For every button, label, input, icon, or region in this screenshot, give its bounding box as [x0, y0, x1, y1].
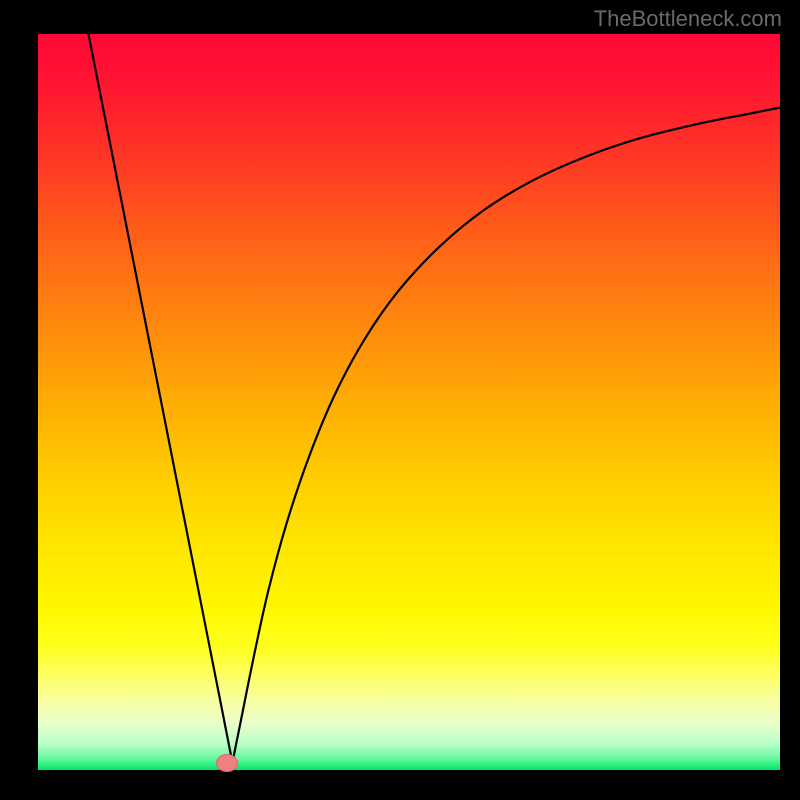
plot-area: [38, 34, 780, 770]
minimum-marker: [216, 754, 238, 772]
chart-container: TheBottleneck.com: [0, 0, 800, 800]
bottleneck-curve: [88, 34, 780, 763]
watermark-text: TheBottleneck.com: [594, 6, 782, 32]
curve-layer: [38, 34, 780, 770]
